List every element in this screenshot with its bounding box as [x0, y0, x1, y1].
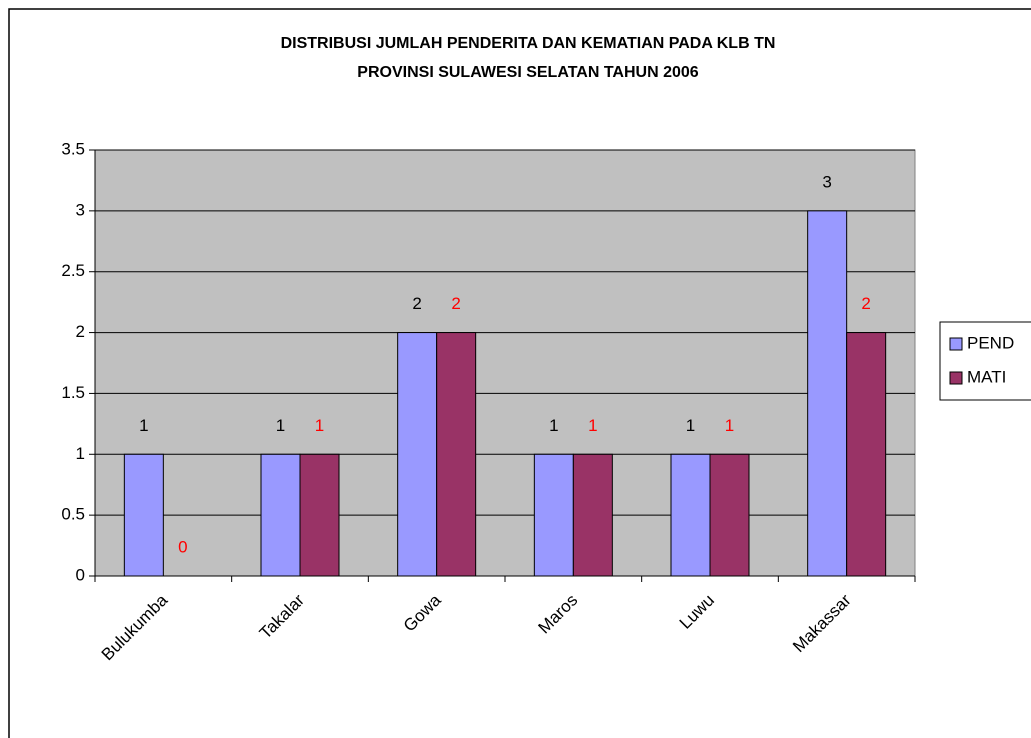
- value-label: 1: [276, 416, 285, 435]
- y-tick-label: 2: [76, 322, 85, 341]
- bar: [572, 453, 613, 577]
- legend-swatch: [949, 371, 963, 385]
- y-tick-label: 3: [76, 200, 85, 219]
- y-tick-label: 3.5: [61, 139, 85, 158]
- bar: [846, 332, 887, 577]
- value-label: 0: [178, 537, 187, 556]
- bar: [397, 332, 438, 577]
- legend-swatch: [949, 337, 963, 351]
- chart-title: DISTRIBUSI JUMLAH PENDERITA DAN KEMATIAN…: [281, 35, 776, 52]
- value-label: 1: [588, 416, 597, 435]
- value-label: 2: [451, 294, 460, 313]
- y-tick-label: 0: [76, 565, 85, 584]
- y-tick-label: 1: [76, 444, 85, 463]
- value-label: 2: [412, 294, 421, 313]
- bar: [807, 210, 848, 577]
- y-tick-label: 0.5: [61, 505, 85, 524]
- legend-label: MATI: [967, 367, 1006, 386]
- chart-frame: [8, 8, 1031, 738]
- bar: [299, 453, 340, 577]
- bar: [123, 453, 164, 577]
- x-tick-label: Takalar: [256, 590, 308, 642]
- bar: [533, 453, 574, 577]
- y-tick-label: 2.5: [61, 261, 85, 280]
- chart-title: PROVINSI SULAWESI SELATAN TAHUN 2006: [357, 64, 698, 81]
- x-tick-label: Makassar: [789, 590, 855, 656]
- x-tick-label: Bulukumba: [98, 590, 172, 664]
- value-label: 1: [139, 416, 148, 435]
- value-label: 1: [725, 416, 734, 435]
- value-label: 1: [549, 416, 558, 435]
- value-label: 3: [822, 172, 831, 191]
- x-tick-label: Maros: [534, 591, 581, 638]
- x-tick-label: Gowa: [400, 590, 445, 635]
- bar: [260, 453, 301, 577]
- legend-label: PEND: [967, 333, 1014, 352]
- bar: [436, 332, 477, 577]
- value-label: 1: [315, 416, 324, 435]
- plot-area: [94, 149, 916, 577]
- x-tick-label: Luwu: [676, 591, 718, 633]
- y-tick-label: 1.5: [61, 383, 85, 402]
- legend: [939, 321, 1031, 401]
- value-label: 1: [686, 416, 695, 435]
- value-label: 2: [861, 294, 870, 313]
- bar: [670, 453, 711, 577]
- bar: [709, 453, 750, 577]
